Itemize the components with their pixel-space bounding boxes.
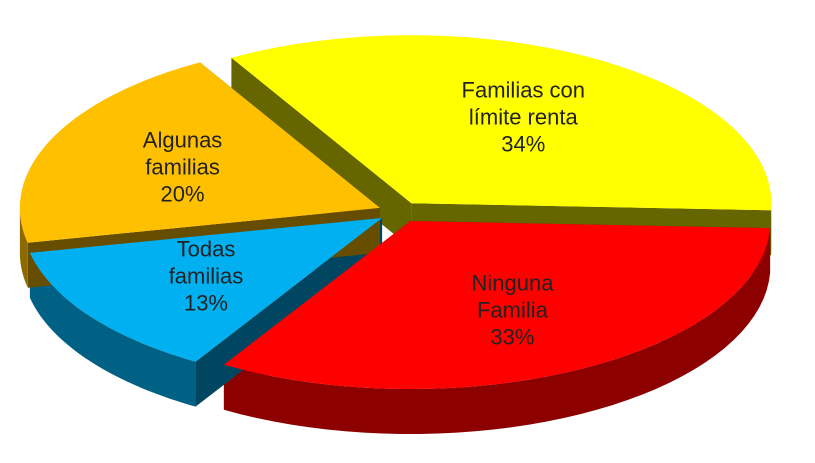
slice-side	[19, 207, 28, 288]
value-label: 13%	[183, 290, 229, 316]
slice	[231, 35, 772, 211]
value-label: 34%	[501, 131, 546, 157]
slice-label: Familias con límite renta 34%	[462, 76, 585, 157]
slice	[223, 221, 771, 390]
slice-label: Ninguna Familia 33%	[471, 269, 553, 350]
slice	[29, 217, 383, 362]
slice-side	[29, 252, 196, 407]
category-label: Algunas familias	[142, 127, 223, 180]
category-label: Familias con límite renta	[461, 77, 586, 130]
slice-label: Todas familias 13%	[169, 236, 244, 317]
slice	[19, 62, 380, 243]
slice-tops	[19, 35, 772, 390]
category-label: Ninguna Familia	[471, 270, 554, 323]
value-label: 20%	[160, 181, 205, 207]
slice-label: Algunas familias 20%	[143, 126, 223, 207]
value-label: 33%	[490, 324, 535, 350]
category-label: Todas familias	[168, 236, 244, 289]
slice-side	[223, 228, 771, 434]
